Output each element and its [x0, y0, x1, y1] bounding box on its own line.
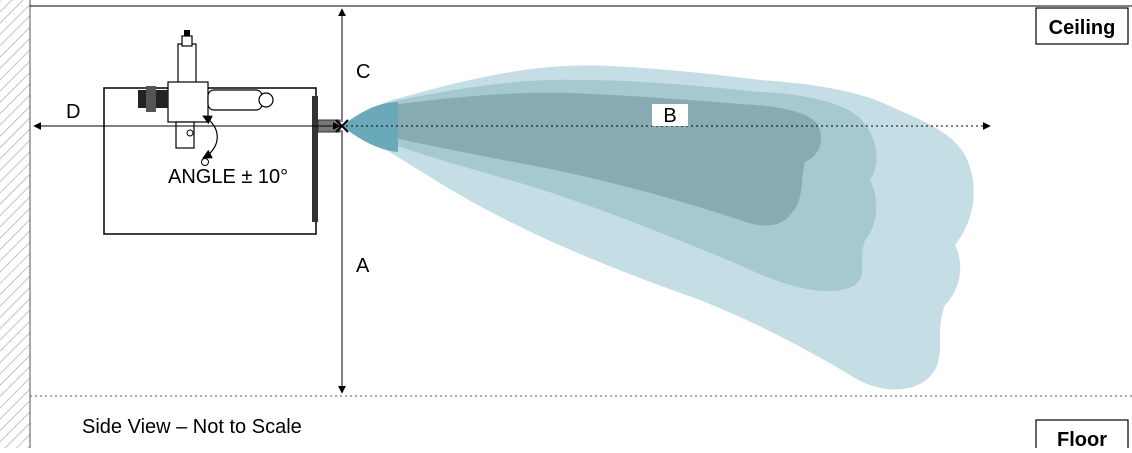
- diagram-caption: Side View – Not to Scale: [82, 416, 302, 438]
- pivot-bolt-icon: [201, 158, 209, 166]
- dimension-d-label: D: [66, 101, 80, 123]
- floor-label: Floor: [1057, 429, 1107, 448]
- unit-housing: [103, 87, 317, 235]
- wall-hatch: [0, 0, 30, 448]
- ceiling-label: Ceiling: [1049, 17, 1116, 39]
- inlet-nut: [146, 86, 156, 112]
- dimension-c-label: C: [356, 61, 370, 83]
- nozzle-origin-cross: [335, 119, 349, 133]
- unit-side-plate: [312, 96, 318, 222]
- valve-body: [167, 81, 209, 123]
- nozzle-spray-tip: [342, 102, 398, 152]
- injector-barrel: [207, 89, 263, 111]
- valve-cap: [181, 35, 193, 47]
- injector-ring: [258, 92, 274, 108]
- angle-label: ANGLE ± 10°: [168, 166, 288, 188]
- dimension-b-label-box: B: [652, 104, 688, 127]
- valve-top-screw: [184, 30, 190, 36]
- floor-label-box: Floor: [1035, 419, 1129, 453]
- dimension-a-label: A: [356, 255, 370, 277]
- bracket-bolt-icon: [186, 129, 194, 137]
- dimension-b-label: B: [663, 105, 676, 127]
- angle-arc-arrow: [202, 115, 218, 159]
- ceiling-label-box: Ceiling: [1035, 7, 1129, 45]
- fogger-unit: [103, 30, 341, 235]
